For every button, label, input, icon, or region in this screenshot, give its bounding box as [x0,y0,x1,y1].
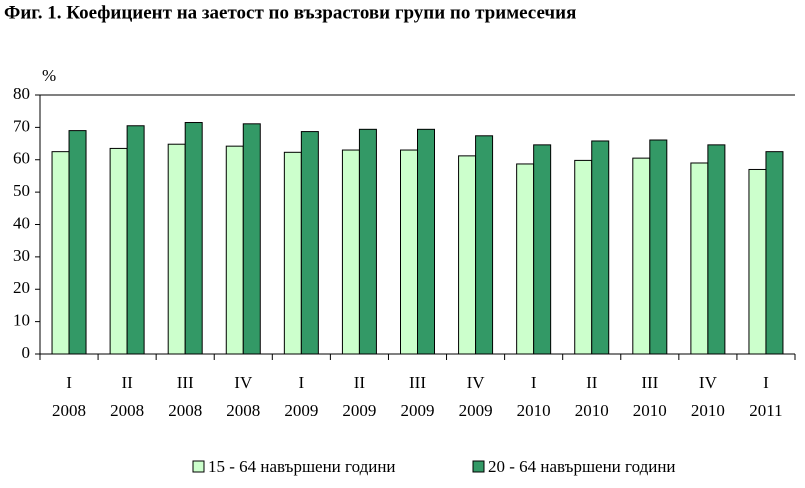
bar [690,162,709,355]
bar [242,123,261,355]
x-tick-label: 2010 [575,401,609,420]
bar [184,122,203,355]
legend-label: 15 - 64 навършени години [208,457,396,476]
x-tick-label: 2009 [459,401,493,420]
y-tick-label: 60 [13,149,30,168]
bar [126,125,145,355]
bar [748,168,767,355]
x-tick-label: III [641,373,658,392]
x-tick-label: 2009 [284,401,318,420]
y-tick-label: 0 [22,343,31,362]
x-tick-label: I [66,373,72,392]
bar [283,151,302,355]
bar [574,159,593,355]
bar [533,144,552,355]
bar [707,144,726,355]
bar [109,147,128,355]
x-tick-label: II [354,373,366,392]
bar [591,140,610,355]
x-tick-label: 2011 [749,401,782,420]
x-tick-label: 2010 [633,401,667,420]
x-tick-label: 2008 [168,401,202,420]
chart-title: Фиг. 1. Коефициент на заетост по възраст… [4,2,576,23]
x-tick-label: II [121,373,133,392]
x-tick-label: IV [234,373,253,392]
y-tick-label: 20 [13,278,30,297]
x-tick-label: IV [699,373,718,392]
x-tick-label: 2008 [52,401,86,420]
bar [400,149,418,355]
y-unit: % [42,66,56,85]
bar [51,151,70,355]
x-tick-label: II [586,373,598,392]
y-tick-label: 80 [13,84,30,103]
bar [358,128,377,355]
bar [516,163,535,355]
y-tick-label: 70 [13,116,30,135]
bar [632,157,651,355]
bar [341,149,360,355]
bar [417,128,435,355]
x-tick-label: 2008 [226,401,260,420]
legend-swatch [192,460,205,473]
bar [765,151,784,355]
x-tick-label: 2009 [342,401,376,420]
x-tick-label: I [299,373,305,392]
x-tick-label: I [531,373,537,392]
x-tick-label: 2009 [401,401,435,420]
legend-swatch [472,460,485,473]
x-tick-label: III [177,373,194,392]
legend-label: 20 - 64 навършени години [488,457,676,476]
bar [167,143,186,355]
x-tick-label: 2008 [110,401,144,420]
bar [475,135,494,355]
y-tick-label: 10 [13,311,30,330]
bar [68,130,87,355]
x-tick-label: I [763,373,769,392]
bar [458,155,477,355]
bar [300,131,319,355]
y-tick-label: 50 [13,181,30,200]
bar [649,139,668,355]
x-tick-label: IV [467,373,486,392]
y-tick-label: 30 [13,246,30,265]
bar [225,145,244,355]
x-tick-label: 2010 [517,401,551,420]
x-tick-label: 2010 [691,401,725,420]
y-tick-label: 40 [13,213,30,232]
x-tick-label: III [409,373,426,392]
